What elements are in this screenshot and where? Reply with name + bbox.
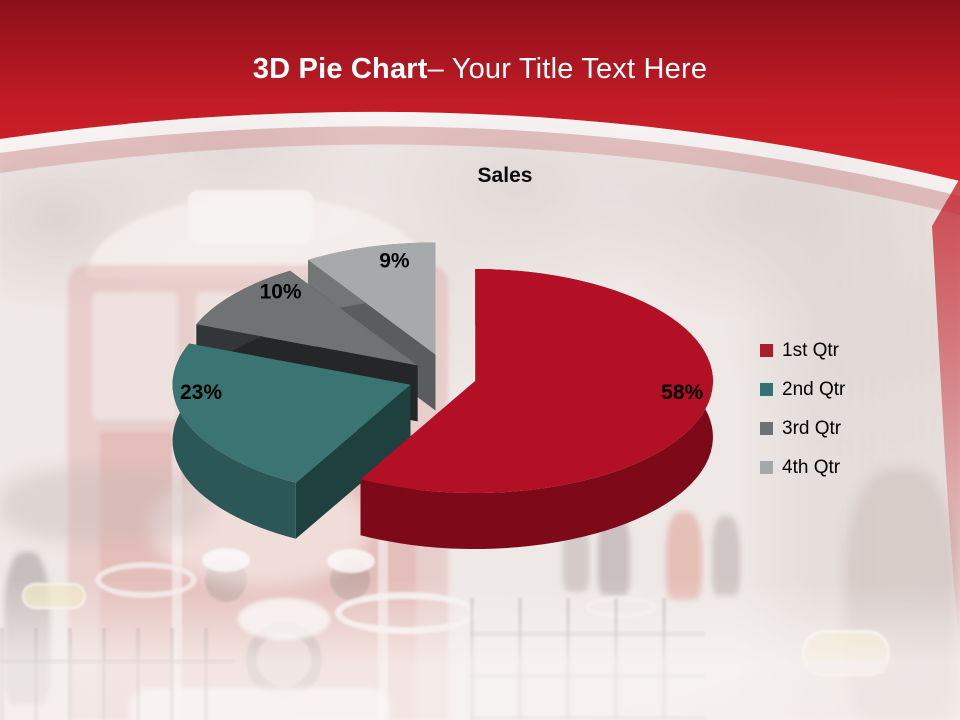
legend-item-2nd-qtr: 2nd Qtr: [760, 370, 845, 409]
slide-title-bold: 3D Pie Chart: [252, 53, 428, 85]
pie-data-label: 58%: [661, 381, 703, 404]
pie-data-label: 9%: [379, 250, 410, 273]
legend-label: 1st Qtr: [782, 339, 840, 361]
pie-slice-3rd-qtr: [196, 270, 418, 366]
legend-label: 4th Qtr: [782, 456, 841, 478]
tram-window-shape: [92, 292, 178, 420]
snow-ground-shape: [0, 580, 960, 720]
pie-slice-2nd-qtr: [172, 343, 411, 483]
legend-swatch: [760, 344, 773, 357]
tram-stripe-shape: [378, 430, 388, 720]
legend-label: 3rd Qtr: [782, 417, 842, 439]
pie-data-label: 23%: [180, 381, 222, 404]
legend-item-4th-qtr: 4th Qtr: [760, 448, 845, 487]
pedestrians-blur-shape: [0, 468, 210, 542]
legend-swatch: [760, 422, 773, 435]
tram-headsign-shape: [188, 190, 313, 244]
slide-title: 3D Pie Chart– Your Title Text Here: [0, 46, 960, 92]
pie-slice-1st-qtr: [360, 269, 713, 493]
legend-swatch: [760, 461, 773, 474]
pie-slice-2nd-qtr-side: [172, 343, 296, 539]
chart-legend: 1st Qtr 2nd Qtr 3rd Qtr 4th Qtr: [760, 331, 845, 487]
legend-item-1st-qtr: 1st Qtr: [760, 331, 845, 370]
pie-data-label: 10%: [260, 281, 302, 304]
chart-title: Sales: [477, 164, 533, 187]
pie-slice-4th-qtr: [308, 242, 436, 355]
legend-swatch: [760, 383, 773, 396]
legend-label: 2nd Qtr: [782, 378, 846, 400]
slide-title-regular: – Your Title Text Here: [427, 53, 708, 85]
legend-item-3rd-qtr: 3rd Qtr: [760, 409, 845, 448]
